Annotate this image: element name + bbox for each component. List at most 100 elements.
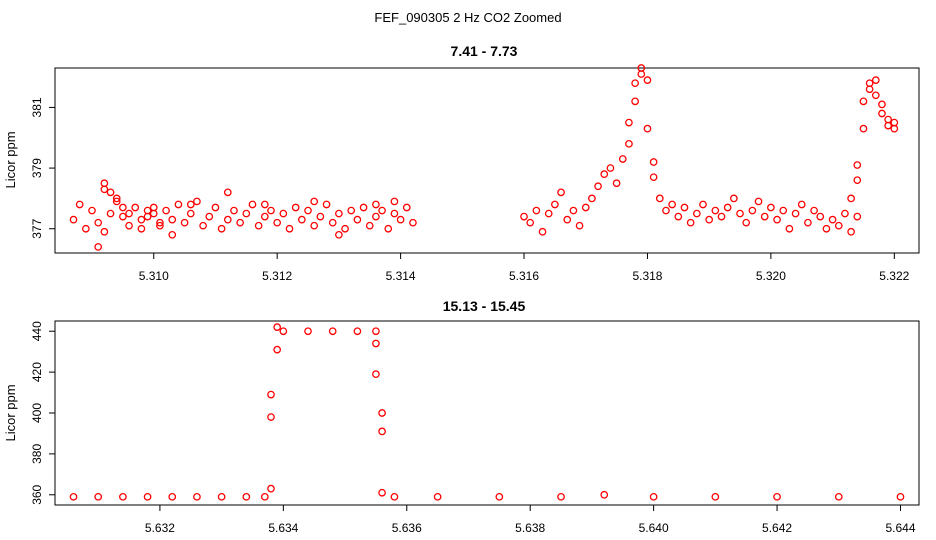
data-point <box>180 218 189 227</box>
figure-title: FEF_090305 2 Hz CO2 Zoomed <box>374 10 561 25</box>
data-point <box>384 224 393 233</box>
x-tick-label: 5.312 <box>262 269 292 283</box>
data-point <box>372 339 380 348</box>
data-point <box>884 121 892 130</box>
data-point <box>871 91 880 100</box>
data-point <box>267 390 275 399</box>
data-point <box>112 197 121 206</box>
data-point <box>328 327 337 336</box>
data-point <box>767 203 775 212</box>
x-tick-label: 5.634 <box>268 521 298 535</box>
data-point <box>816 212 825 221</box>
data-point <box>378 488 386 497</box>
data-point <box>285 224 294 233</box>
data-point <box>878 109 886 118</box>
data-point <box>260 200 269 209</box>
data-point <box>119 492 127 501</box>
x-tick-label: 5.636 <box>392 521 422 535</box>
data-point <box>625 139 633 148</box>
data-point <box>137 224 146 233</box>
data-point <box>853 212 862 221</box>
data-point <box>723 203 732 212</box>
data-point <box>822 224 831 233</box>
data-point <box>878 100 886 109</box>
data-point <box>162 206 170 215</box>
data-point <box>742 218 751 227</box>
data-point <box>594 182 602 191</box>
data-point <box>631 79 639 88</box>
data-point <box>156 218 164 227</box>
data-point <box>841 209 849 218</box>
data-point <box>298 215 306 224</box>
data-point <box>94 492 103 501</box>
data-point <box>649 158 658 166</box>
data-point <box>378 206 386 215</box>
data-point <box>791 209 800 218</box>
data-point <box>193 492 201 501</box>
data-point <box>495 492 504 501</box>
data-point <box>248 200 257 209</box>
data-point <box>365 221 374 230</box>
data-point <box>88 206 96 215</box>
x-tick-label: 5.314 <box>386 269 416 283</box>
data-point <box>779 206 788 215</box>
bottom-chart-x-axis: 5.632 5.634 5.636 5.638 5.640 5.642 5.644 <box>145 504 916 535</box>
data-point <box>390 492 399 501</box>
data-point <box>193 197 201 206</box>
data-point <box>236 218 244 227</box>
data-point <box>655 194 664 203</box>
top-chart-title: 7.41 - 7.73 <box>451 43 518 59</box>
data-point <box>773 215 781 224</box>
data-point <box>260 212 269 221</box>
data-point <box>859 124 868 133</box>
data-point <box>581 203 590 212</box>
bottom-chart-y-axis: 360 380 400 420 440 <box>30 321 56 505</box>
data-point <box>828 215 837 224</box>
data-point <box>588 194 596 203</box>
data-point <box>544 209 553 218</box>
data-point <box>625 118 633 127</box>
x-tick-label: 5.316 <box>509 269 539 283</box>
data-point <box>230 206 238 215</box>
data-point <box>186 209 195 218</box>
data-point <box>267 413 275 421</box>
data-point <box>372 212 380 221</box>
data-point <box>569 206 578 215</box>
data-point <box>637 64 646 72</box>
data-point <box>100 179 109 188</box>
data-point <box>328 218 337 227</box>
data-point <box>557 492 565 501</box>
data-point <box>890 118 899 127</box>
data-point <box>853 176 862 185</box>
data-point <box>273 323 282 331</box>
data-point <box>131 203 140 212</box>
data-point <box>254 221 263 230</box>
data-point <box>304 206 312 215</box>
data-point <box>359 203 368 212</box>
data-point <box>520 212 528 221</box>
data-point <box>168 230 177 239</box>
data-point <box>353 215 362 224</box>
data-point <box>896 492 905 501</box>
data-point <box>69 215 78 224</box>
data-point <box>557 188 565 197</box>
data-point <box>865 85 874 94</box>
data-point <box>156 221 164 230</box>
data-point <box>680 203 689 212</box>
data-point <box>223 215 232 224</box>
data-point <box>378 427 386 436</box>
data-point <box>119 203 127 212</box>
y-tick-label: 360 <box>30 484 44 504</box>
data-point <box>705 215 714 224</box>
data-point <box>649 492 658 501</box>
data-point <box>217 492 226 501</box>
data-point <box>304 327 312 336</box>
data-point <box>692 209 701 218</box>
data-point <box>125 221 133 230</box>
data-point <box>242 492 251 501</box>
data-point <box>711 492 720 501</box>
data-point <box>785 224 794 233</box>
y-tick-label: 380 <box>30 444 44 464</box>
bottom-chart-y-axis-label: Licor ppm <box>3 384 18 441</box>
